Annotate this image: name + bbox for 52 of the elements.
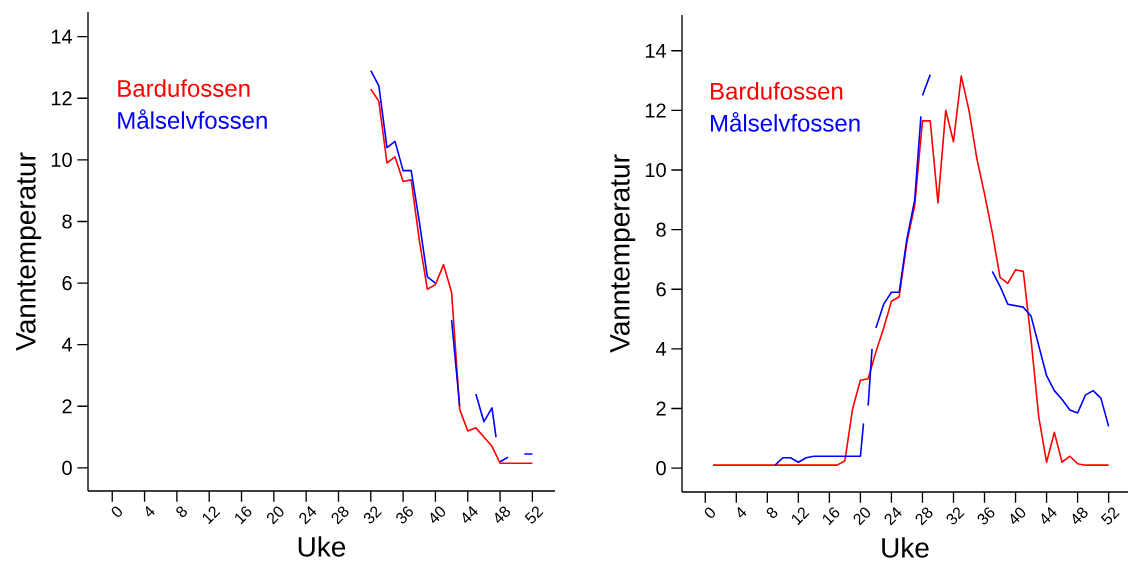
x-tick-label: 4 xyxy=(145,505,155,517)
y-tick-label: 6 xyxy=(656,282,666,297)
y-tick-label: 10 xyxy=(645,162,666,178)
x-tick-label: 8 xyxy=(766,507,778,519)
x-tick-label: 28 xyxy=(331,506,349,525)
x-tick-label: 36 xyxy=(396,506,414,524)
x-tick-label: 28 xyxy=(915,507,933,526)
x-tick-label: 12 xyxy=(792,507,810,526)
text: Målselvfossen xyxy=(711,112,860,132)
x-tick-label: 44 xyxy=(462,505,478,523)
y-tick-label: 2 xyxy=(62,399,72,414)
x-tick-label: 44 xyxy=(1041,506,1057,524)
x-tick-label: 24 xyxy=(299,506,317,525)
text: Bardufossen xyxy=(711,82,843,100)
x-tick-label: 32 xyxy=(946,507,965,525)
y-tick-label: 0 xyxy=(62,460,72,475)
y-tick-label: 12 xyxy=(51,91,72,106)
y-tick-label: 6 xyxy=(62,275,72,291)
y-tick-label: 14 xyxy=(51,29,73,44)
y-tick-label: 0 xyxy=(656,461,666,476)
x-tick-label: 20 xyxy=(266,506,284,525)
y-tick-label: 8 xyxy=(62,214,72,229)
x-tick-label: 4 xyxy=(737,506,747,518)
y-tick-label: 14 xyxy=(645,43,667,58)
x-tick-label: 48 xyxy=(495,506,511,524)
y-tick-label: 4 xyxy=(655,342,667,356)
x-tick-label: 52 xyxy=(524,506,544,524)
y-axis-title: Vanntemperatur xyxy=(610,154,636,353)
x-tick-label: 0 xyxy=(704,507,715,518)
text: Bardufossen xyxy=(118,79,250,97)
y-tick-label: 4 xyxy=(61,337,73,352)
text: Målselvfossen xyxy=(118,109,267,129)
x-tick-label: 20 xyxy=(853,507,871,526)
x-tick-label: 36 xyxy=(977,507,995,525)
y-tick-label: 12 xyxy=(645,103,666,118)
x-tick-label: 32 xyxy=(363,506,382,524)
x-axis-title: Uke xyxy=(882,537,929,558)
x-tick-label: 40 xyxy=(430,506,446,524)
x-tick-label: 24 xyxy=(884,507,902,526)
x-tick-label: 0 xyxy=(111,506,122,517)
x-tick-label: 8 xyxy=(176,506,187,518)
y-tick-label: 2 xyxy=(656,401,666,416)
x-tick-label: 16 xyxy=(823,507,840,526)
x-tick-label: 12 xyxy=(202,506,221,525)
x-tick-label: 40 xyxy=(1010,507,1026,525)
y-tick-label: 10 xyxy=(51,152,72,167)
y-tick-label: 8 xyxy=(656,222,666,237)
y-axis-title: Vanntemperatur xyxy=(16,152,42,351)
x-tick-label: 48 xyxy=(1072,507,1088,525)
x-axis-title: Uke xyxy=(298,536,346,557)
x-tick-label: 16 xyxy=(235,506,252,525)
x-tick-label: 52 xyxy=(1100,507,1120,525)
